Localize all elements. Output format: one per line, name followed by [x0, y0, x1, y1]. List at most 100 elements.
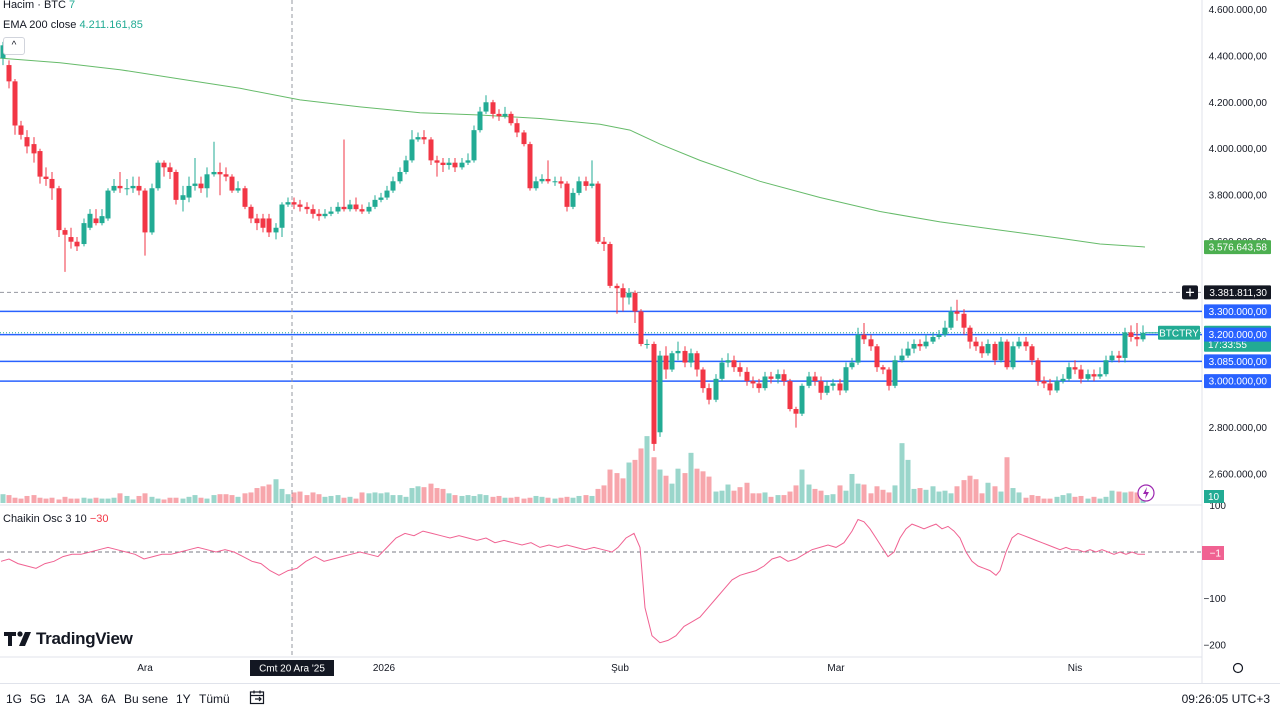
candle-body: [713, 378, 719, 400]
volume-bar: [1103, 496, 1109, 503]
volume-bar: [663, 475, 669, 503]
candle-body: [985, 343, 991, 354]
candle-body: [378, 197, 384, 200]
timeframe-all[interactable]: Tümü: [199, 692, 230, 706]
volume-legend: Hacim · BTC 7: [3, 0, 75, 11]
candle-body: [601, 241, 607, 245]
volume-bar: [570, 497, 576, 503]
volume-bar: [81, 497, 87, 503]
candle-body: [706, 388, 712, 400]
level-3300000: [1204, 304, 1271, 319]
candle-body: [465, 160, 471, 163]
volume-bar: [229, 495, 235, 503]
date-range-calendar-icon[interactable]: [249, 689, 265, 705]
volume-bar: [490, 496, 496, 503]
timeframe-1g[interactable]: 1G: [6, 692, 23, 706]
volume-bar: [105, 498, 111, 503]
candle-body: [737, 367, 743, 372]
candle-body: [186, 185, 192, 198]
volume-bar: [18, 498, 24, 503]
candle-body: [545, 178, 551, 182]
candle-body: [397, 171, 403, 182]
collapse-legend-button[interactable]: ^: [3, 37, 25, 55]
candle-body: [539, 178, 545, 182]
volume-bar: [136, 495, 142, 503]
volume-bar: [818, 490, 824, 503]
volume-bar: [731, 490, 737, 503]
candle-body: [830, 383, 836, 386]
volume-bar: [167, 497, 173, 503]
timeframe-6a[interactable]: 6A: [101, 692, 116, 706]
volume-bar: [24, 495, 30, 503]
candle-body: [24, 137, 30, 147]
candle-body: [12, 81, 18, 126]
chaikin-oscillator-line: [0, 518, 1145, 644]
candle-body: [514, 123, 520, 133]
volume-bar: [397, 495, 403, 503]
candle-body: [62, 230, 68, 235]
volume-bar: [669, 483, 675, 503]
candle-body: [793, 409, 799, 414]
timeframe-1a[interactable]: 1A: [55, 692, 70, 706]
volume-bar: [1097, 498, 1103, 503]
volume-bar: [837, 485, 843, 503]
oscillator-badge: [1202, 546, 1224, 560]
volume-bar: [843, 490, 849, 503]
volume-bar: [43, 498, 49, 503]
candle-body: [1091, 374, 1097, 377]
candle-body: [961, 313, 967, 328]
ema-label-text: 3.576.643,58: [1209, 243, 1268, 254]
volume-bar: [954, 486, 960, 503]
time-axis-label: Mar: [827, 663, 845, 674]
candle-body: [589, 183, 595, 186]
candle-body: [316, 213, 322, 217]
volume-bar: [1047, 498, 1053, 503]
volume-bar: [849, 473, 855, 503]
candle-body: [570, 192, 576, 207]
candle-body: [248, 206, 254, 219]
volume-bar: [750, 493, 756, 503]
volume-bar: [452, 495, 458, 503]
volume-bar: [787, 491, 793, 503]
candle-body: [173, 171, 179, 200]
candle-body: [483, 102, 489, 112]
volume-bar: [465, 495, 471, 503]
volume-bar: [124, 495, 130, 503]
volume-bar: [390, 495, 396, 503]
volume-bar: [620, 478, 626, 503]
candle-body: [1029, 346, 1035, 361]
timeframe-5g[interactable]: 5G: [30, 692, 47, 706]
timeframe-3a[interactable]: 3A: [78, 692, 93, 706]
candle-body: [861, 334, 867, 340]
ema-legend-label: EMA 200 close: [3, 19, 77, 31]
timeframe-ytd[interactable]: Bu sene: [124, 692, 169, 706]
clock-timezone[interactable]: 09:26:05 UTC+3: [1181, 692, 1270, 706]
candle-body: [787, 381, 793, 410]
volume-bar: [558, 497, 564, 503]
volume-bar: [440, 488, 446, 503]
volume-bar: [496, 495, 502, 503]
candle-body: [285, 202, 291, 205]
candle-body: [874, 346, 880, 368]
candle-body: [235, 188, 241, 191]
volume-bar: [595, 488, 601, 503]
candle-body: [223, 174, 229, 177]
oscillator-axis-tick: −200: [1203, 641, 1226, 652]
volume-bar: [223, 494, 229, 503]
volume-bar: [657, 469, 663, 503]
candle-body: [979, 346, 985, 354]
volume-bar: [161, 499, 167, 503]
volume-bar: [403, 496, 409, 503]
candle-body: [1134, 336, 1140, 340]
candle-body: [682, 350, 688, 363]
volume-bar: [173, 497, 179, 503]
oscillator-params: 3 10: [65, 513, 87, 525]
volume-bar: [713, 491, 719, 503]
timeframe-1y[interactable]: 1Y: [176, 692, 191, 706]
volume-bar: [775, 495, 781, 503]
crosshair-price-label: [1204, 285, 1271, 300]
volume-bar: [130, 499, 136, 503]
oscillator-legend: Chaikin Osc 3 10 −30: [3, 513, 109, 525]
volume-bar: [930, 486, 936, 503]
